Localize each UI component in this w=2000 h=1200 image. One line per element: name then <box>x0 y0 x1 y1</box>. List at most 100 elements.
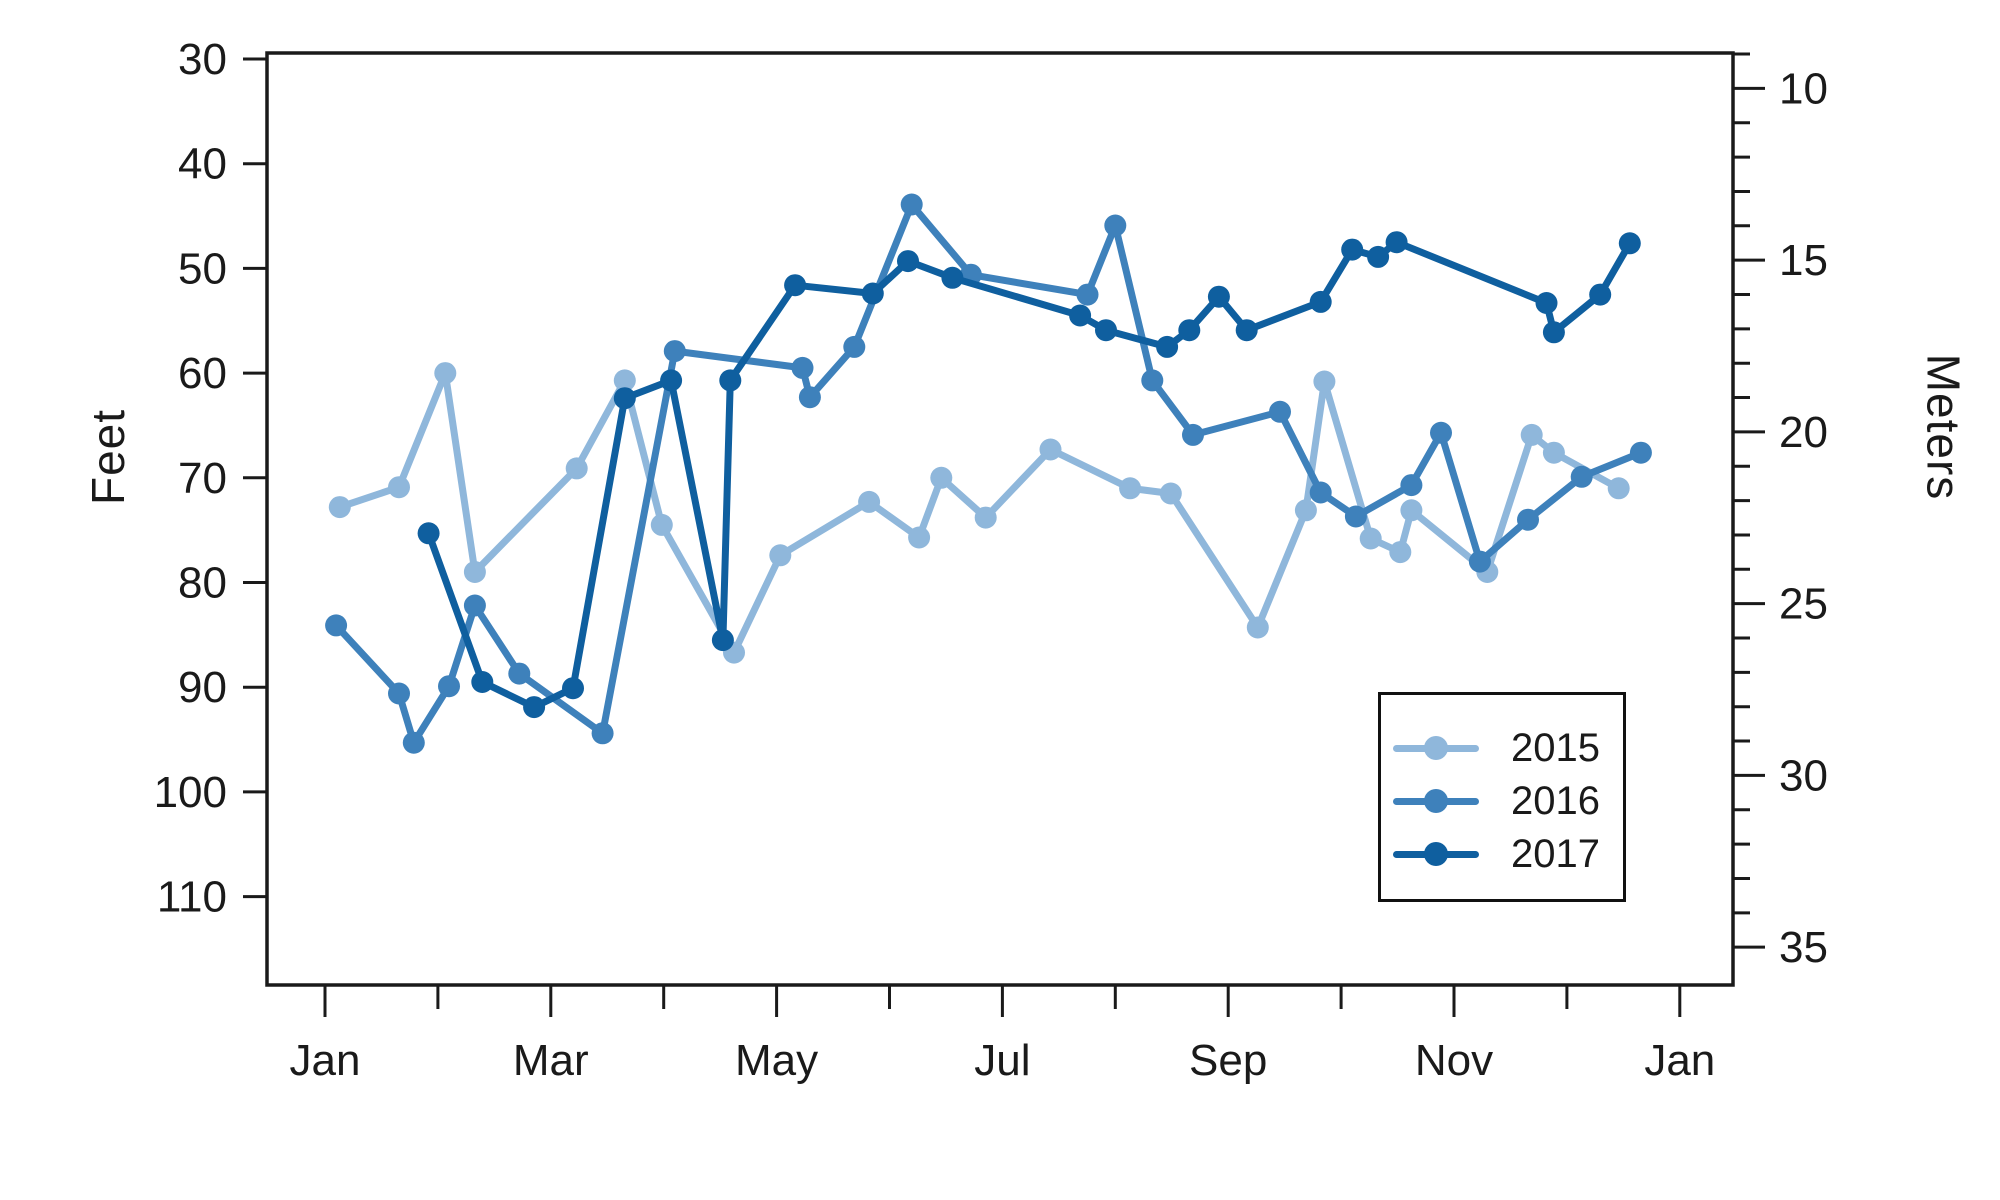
data-point-2016 <box>388 682 410 705</box>
data-point-2016 <box>463 594 486 617</box>
data-point-2017 <box>613 387 636 410</box>
feet-tick-label: 100 <box>154 768 227 817</box>
legend: 2015 2016 2017 <box>1378 692 1626 902</box>
legend-line-swatch-2017 <box>1393 842 1479 866</box>
data-point-2017 <box>1207 285 1230 308</box>
data-point-2015 <box>388 476 410 499</box>
data-point-2017 <box>861 282 884 305</box>
data-point-2017 <box>1309 290 1332 313</box>
data-point-2017 <box>1367 245 1390 268</box>
data-point-2017 <box>1618 232 1641 255</box>
plot-frame <box>265 51 1735 987</box>
data-point-2015 <box>930 466 953 489</box>
data-point-2017 <box>1589 283 1612 306</box>
right-axis-title: Meters <box>1917 353 1970 501</box>
data-point-2016 <box>1076 283 1099 306</box>
legend-item-2015: 2015 <box>1393 725 1600 770</box>
left-axis-title: Feet <box>82 408 135 506</box>
data-point-2015 <box>1294 499 1317 522</box>
data-point-2016 <box>798 386 821 409</box>
data-point-2016 <box>438 675 460 698</box>
data-point-2017 <box>562 677 584 700</box>
data-point-2015 <box>1520 423 1543 446</box>
data-point-2015 <box>1607 477 1630 500</box>
data-point-2015 <box>565 457 588 480</box>
data-point-2016 <box>1430 421 1452 444</box>
data-point-2015 <box>1542 441 1565 464</box>
data-point-2015 <box>1246 616 1269 639</box>
month-tick-label: Nov <box>1415 1036 1493 1085</box>
meters-tick-label: 10 <box>1779 64 1828 113</box>
month-tick-label: Jan <box>290 1036 361 1085</box>
data-point-2016 <box>1517 508 1539 531</box>
feet-tick-label: 30 <box>178 35 227 84</box>
data-point-2016 <box>791 356 814 379</box>
month-tick-label: Mar <box>513 1036 589 1085</box>
meters-tick-label: 20 <box>1779 408 1828 457</box>
legend-line-swatch-2016 <box>1393 789 1479 813</box>
feet-tick-label: 80 <box>178 559 227 608</box>
data-point-2016 <box>1182 423 1204 446</box>
data-point-2016 <box>1344 505 1367 528</box>
legend-label-2015: 2015 <box>1511 725 1600 770</box>
data-point-2015 <box>1359 527 1382 550</box>
month-tick-label: Sep <box>1189 1036 1267 1085</box>
data-point-2015 <box>1039 438 1062 461</box>
month-tick-label: Jul <box>974 1036 1030 1085</box>
meters-tick-label: 15 <box>1779 236 1828 285</box>
data-point-2016 <box>1570 465 1593 488</box>
data-point-2017 <box>1535 292 1558 314</box>
data-point-2015 <box>613 369 636 392</box>
feet-tick-label: 90 <box>178 663 227 712</box>
data-point-2017 <box>1542 321 1565 344</box>
data-point-2017 <box>417 522 440 545</box>
data-point-2015 <box>908 526 931 549</box>
data-point-2017 <box>1341 238 1364 261</box>
data-point-2015 <box>1119 477 1142 500</box>
data-point-2016 <box>1629 441 1652 464</box>
feet-tick-label: 50 <box>178 244 227 293</box>
meters-tick-label: 30 <box>1779 751 1828 800</box>
data-point-2015 <box>328 496 351 519</box>
data-point-2017 <box>719 369 742 392</box>
feet-tick-label: 110 <box>157 873 227 922</box>
legend-label-2016: 2016 <box>1511 778 1600 823</box>
data-point-2016 <box>663 340 686 363</box>
data-point-2017 <box>471 671 494 693</box>
data-point-2017 <box>1156 335 1179 358</box>
data-point-2017 <box>711 629 734 652</box>
data-point-2017 <box>784 274 807 297</box>
data-point-2016 <box>1468 550 1491 573</box>
legend-item-2017: 2017 <box>1393 832 1600 876</box>
data-point-2017 <box>1385 231 1408 254</box>
data-point-2016 <box>325 614 348 637</box>
meters-tick-label: 25 <box>1779 580 1828 629</box>
legend-line-swatch-2015 <box>1393 736 1479 760</box>
data-point-2015 <box>650 513 673 536</box>
data-point-2017 <box>1069 304 1092 327</box>
feet-tick-label: 60 <box>178 349 227 398</box>
data-point-2015 <box>1313 370 1336 393</box>
month-tick-label: May <box>735 1036 818 1085</box>
data-point-2017 <box>660 369 683 392</box>
month-tick-label: Jan <box>1644 1036 1715 1085</box>
data-point-2015 <box>434 362 457 385</box>
data-point-2017 <box>523 696 546 719</box>
feet-tick-label: 70 <box>178 454 227 503</box>
meters-tick-label: 35 <box>1779 923 1828 972</box>
data-point-2015 <box>858 490 881 513</box>
data-point-2016 <box>591 722 614 745</box>
legend-item-2016: 2016 <box>1393 778 1600 823</box>
data-point-2016 <box>1141 369 1164 392</box>
data-point-2016 <box>402 731 425 754</box>
data-point-2016 <box>843 335 866 358</box>
data-point-2015 <box>974 506 997 529</box>
feet-tick-label: 40 <box>178 140 227 189</box>
data-point-2017 <box>1178 319 1201 342</box>
data-point-2015 <box>1159 482 1182 505</box>
data-point-2016 <box>1400 474 1423 497</box>
data-point-2016 <box>1269 400 1291 423</box>
data-point-2017 <box>1235 319 1258 342</box>
data-point-2016 <box>1309 481 1332 504</box>
